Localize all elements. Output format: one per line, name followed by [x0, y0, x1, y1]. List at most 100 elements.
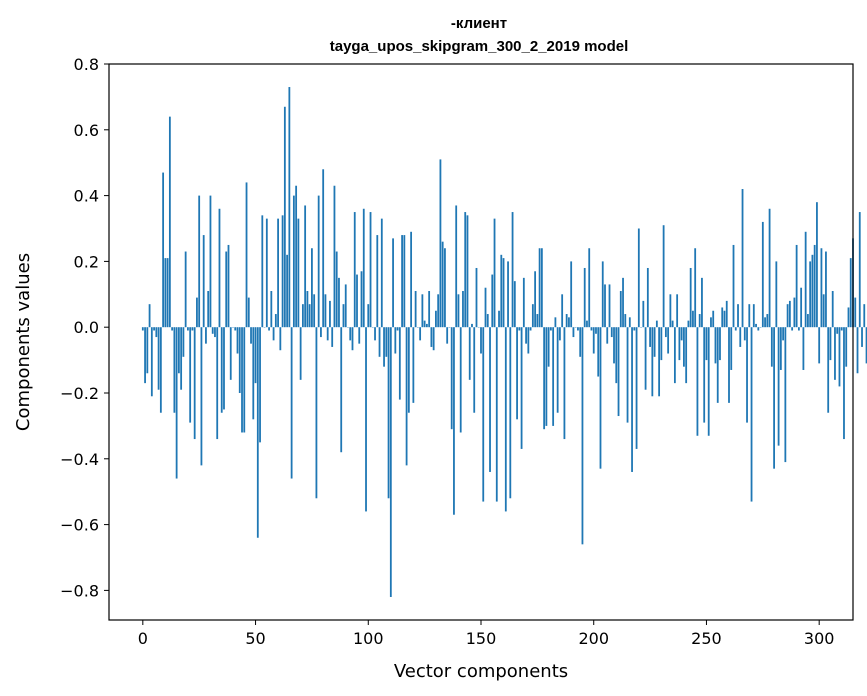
bar-198: [588, 248, 591, 328]
bar-295: [807, 314, 809, 328]
bar-116: [403, 235, 406, 328]
bar-28: [205, 327, 207, 344]
bar-137: [450, 327, 453, 430]
bar-126: [425, 323, 428, 328]
bar-278: [768, 208, 771, 328]
bar-153: [486, 314, 489, 328]
bar-196: [583, 267, 586, 328]
bars-group: [141, 87, 867, 597]
bar-318: [858, 212, 861, 328]
bar-223: [644, 327, 647, 390]
bar-273: [757, 327, 760, 331]
bar-263: [734, 327, 737, 331]
bar-254: [714, 327, 717, 364]
bar-158: [498, 310, 500, 328]
bar-309: [838, 327, 841, 387]
bar-289: [793, 297, 796, 328]
bar-144: [466, 215, 469, 328]
bar-193: [577, 327, 579, 331]
bar-73: [306, 291, 309, 328]
bar-260: [728, 327, 730, 403]
bar-16: [177, 327, 180, 374]
bar-282: [777, 327, 780, 446]
x-tick-label: 100: [353, 629, 384, 648]
bar-56: [268, 327, 270, 331]
bar-43: [238, 327, 241, 393]
bar-120: [412, 327, 415, 403]
bar-287: [788, 300, 791, 328]
bar-124: [421, 294, 424, 328]
bar-267: [743, 327, 746, 341]
bar-94: [353, 212, 356, 328]
y-tick-label: −0.4: [60, 450, 99, 469]
bar-306: [831, 291, 834, 328]
bar-117: [405, 327, 408, 466]
y-axis-ticks: −0.8 −0.6 −0.4 −0.2 0.0 0.2 0.4 0.6 0.8: [60, 55, 109, 600]
bar-92: [349, 327, 352, 341]
bar-161: [504, 327, 507, 512]
bar-294: [804, 231, 807, 328]
bar-248: [701, 277, 703, 328]
bar-24: [196, 297, 198, 328]
bar-216: [628, 317, 631, 328]
bar-6: [155, 327, 158, 338]
bar-212: [619, 291, 622, 328]
bar-2: [146, 327, 149, 374]
bar-138: [453, 327, 455, 515]
bar-106: [380, 218, 383, 328]
bar-209: [613, 327, 615, 364]
bar-96: [358, 327, 361, 344]
x-tick-label: 200: [578, 629, 609, 648]
bar-177: [540, 248, 543, 328]
x-tick-label: 50: [245, 629, 265, 648]
bar-256: [719, 327, 721, 361]
bar-164: [511, 212, 514, 328]
bar-131: [437, 294, 440, 328]
bar-123: [419, 327, 422, 341]
bar-218: [633, 327, 636, 331]
bar-163: [509, 327, 512, 499]
bar-84: [331, 327, 334, 347]
bar-247: [698, 314, 701, 328]
bar-203: [599, 327, 602, 469]
bar-104: [376, 235, 379, 328]
bar-45: [243, 327, 246, 433]
bar-70: [299, 327, 302, 380]
bar-297: [811, 254, 814, 328]
bar-210: [615, 327, 618, 384]
bar-11: [166, 258, 169, 328]
bar-60: [277, 218, 279, 328]
bar-190: [570, 261, 573, 328]
bar-13: [171, 327, 174, 331]
bar-82: [326, 327, 329, 341]
bar-85: [333, 185, 336, 328]
bar-89: [342, 304, 345, 328]
bar-219: [635, 327, 638, 449]
bar-286: [786, 304, 789, 328]
bar-202: [597, 327, 600, 377]
bar-280: [773, 327, 775, 469]
x-axis-label: Vector components: [394, 661, 568, 682]
y-tick-label: 0.4: [74, 187, 99, 206]
bar-78: [317, 195, 320, 328]
bar-200: [592, 327, 595, 354]
bar-215: [626, 327, 629, 423]
bar-103: [374, 327, 376, 341]
plot-frame: [108, 63, 854, 621]
bar-156: [493, 218, 496, 328]
bar-109: [387, 327, 390, 499]
bar-245: [694, 248, 697, 328]
bar-228: [655, 320, 658, 328]
bar-115: [401, 235, 403, 328]
bar-134: [444, 248, 446, 328]
bar-167: [518, 327, 521, 331]
bar-304: [827, 327, 830, 413]
bar-285: [784, 327, 787, 463]
bar-65: [288, 87, 291, 328]
bar-251: [707, 327, 710, 436]
bar-27: [202, 235, 205, 328]
bar-72: [304, 205, 307, 328]
bar-220: [637, 228, 640, 328]
bar-232: [664, 327, 667, 338]
